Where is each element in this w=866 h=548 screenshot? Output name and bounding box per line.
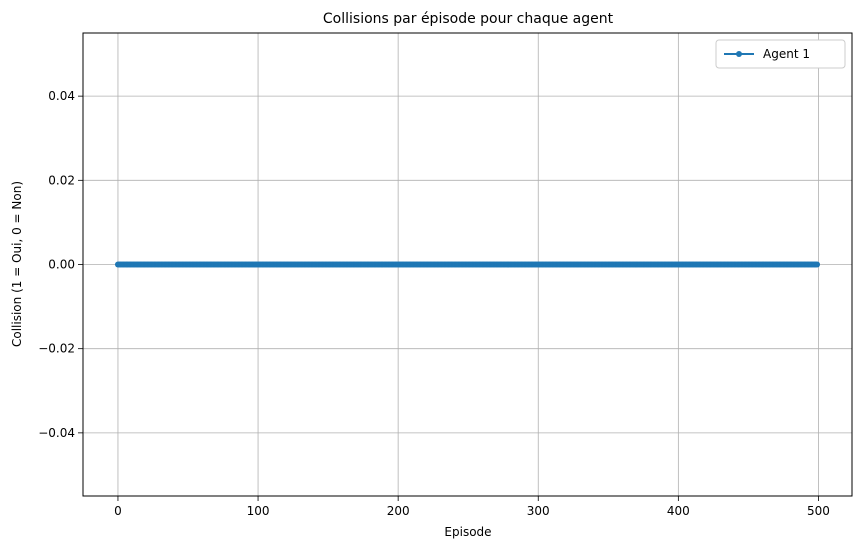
series-markers-agent-1 bbox=[114, 261, 821, 268]
x-axis-label: Episode bbox=[444, 525, 491, 539]
legend-marker bbox=[736, 51, 742, 57]
plot-border bbox=[82, 32, 853, 497]
y-tick-label: 0.04 bbox=[48, 89, 75, 103]
chart-title: Collisions par épisode pour chaque agent bbox=[323, 11, 614, 27]
y-tick-label: 0.02 bbox=[48, 173, 75, 187]
x-tick-label: 200 bbox=[387, 504, 410, 518]
x-tick-label: 0 bbox=[114, 504, 122, 518]
legend-label: Agent 1 bbox=[763, 47, 810, 61]
series-layer bbox=[114, 261, 821, 268]
y-tick-label: −0.02 bbox=[38, 342, 75, 356]
axis-ticks: 0 100 200 300 400 500 −0.04 −0.02 0.00 0.02 0.04 bbox=[38, 89, 830, 518]
y-axis-label: Collision (1 = Oui, 0 = Non) bbox=[10, 181, 24, 347]
y-tick-label: −0.04 bbox=[38, 426, 75, 440]
data-point bbox=[814, 261, 821, 268]
x-tick-label: 400 bbox=[667, 504, 690, 518]
x-tick-label: 100 bbox=[247, 504, 270, 518]
legend-box bbox=[715, 39, 846, 69]
y-tick-label: 0.00 bbox=[48, 258, 75, 272]
legend: Agent 1 bbox=[715, 39, 846, 69]
x-tick-label: 500 bbox=[807, 504, 830, 518]
x-tick-label: 300 bbox=[527, 504, 550, 518]
